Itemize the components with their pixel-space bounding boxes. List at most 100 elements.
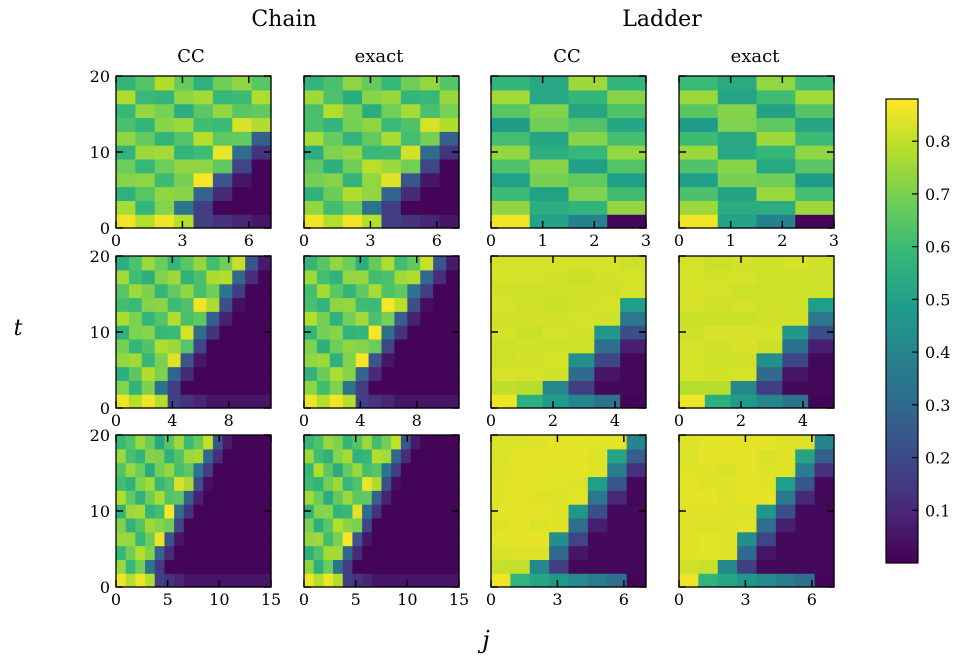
heatmap-cell	[167, 256, 182, 271]
heatmap-cell	[717, 448, 738, 464]
heatmap-cell	[439, 117, 460, 132]
heatmap-cell	[381, 352, 396, 368]
heatmap-cell	[135, 448, 146, 464]
heatmap-cell	[125, 476, 136, 491]
x-tick-label: 2	[548, 411, 558, 430]
heatmap-cell	[193, 394, 208, 409]
heatmap-cell	[568, 103, 608, 119]
heatmap-cell	[717, 531, 738, 547]
heatmap-cell	[355, 283, 370, 299]
heatmap-cell	[679, 352, 706, 368]
heatmap-cell	[491, 462, 511, 478]
heatmap-cell	[174, 145, 195, 160]
heatmap-cell	[323, 504, 334, 519]
heatmap-cell	[193, 504, 204, 519]
heatmap-cell	[342, 504, 354, 519]
heatmap-cell	[795, 573, 816, 588]
heatmap-cell	[333, 559, 344, 574]
heatmap-cell	[258, 338, 272, 354]
heatmap-cell	[342, 269, 357, 285]
heatmap-cell	[116, 380, 130, 395]
heatmap-cell	[362, 200, 383, 215]
heatmap-cell	[775, 490, 796, 505]
heatmap-cell	[232, 311, 246, 326]
heatmap-cell	[193, 366, 208, 381]
heatmap-cell	[167, 380, 182, 395]
heatmap-cell	[342, 145, 363, 160]
heatmap-cell	[814, 462, 835, 478]
heatmap-cell	[128, 338, 143, 354]
heatmap-cell	[679, 517, 699, 533]
x-tick-label: 0	[111, 590, 121, 609]
heatmap-cell	[698, 531, 719, 547]
heatmap-cell	[407, 338, 421, 354]
heatmap-cell	[756, 283, 783, 299]
x-axis-label: j	[477, 626, 490, 654]
heatmap-cell	[245, 297, 259, 312]
colorbar: 0.1 0.2 0.3 0.4 0.5 0.6 0.7 0.8	[885, 98, 950, 564]
heatmap-cell	[381, 325, 396, 340]
heatmap-cell	[568, 531, 589, 547]
heatmap-cell	[342, 435, 354, 450]
heatmap-cell	[167, 311, 182, 326]
heatmap-cell	[323, 476, 334, 491]
heatmap-cell	[251, 131, 272, 146]
heatmap-cell	[381, 476, 392, 491]
heatmap-cell	[355, 311, 370, 326]
heatmap-cell	[429, 573, 441, 588]
heatmap-cell	[704, 297, 732, 312]
heatmap-cell	[391, 531, 402, 547]
heatmap-cell	[116, 573, 127, 588]
heatmap-cell	[167, 352, 182, 368]
heatmap-cell	[342, 131, 363, 146]
heatmap-cell	[429, 517, 441, 533]
heatmap-cell	[362, 89, 383, 105]
heatmap-cell	[251, 103, 272, 119]
heatmap-cell	[135, 89, 156, 105]
heatmap-cell	[795, 117, 835, 132]
heatmap-cell	[154, 545, 166, 560]
heatmap-cell	[704, 366, 732, 381]
heatmap-cell	[261, 517, 272, 533]
heatmap-cell	[245, 352, 259, 368]
heatmap-cell	[164, 490, 175, 505]
heatmap-cell	[135, 117, 156, 132]
heatmap-cell	[730, 256, 758, 271]
heatmap-cell	[212, 435, 224, 450]
heatmap-cell	[342, 559, 354, 574]
heatmap-cell	[362, 559, 373, 574]
heatmap-cell	[368, 380, 383, 395]
heatmap-cell	[381, 89, 402, 105]
heatmap-cell	[620, 366, 647, 381]
heatmap-cell	[183, 559, 195, 574]
heatmap-cell	[549, 517, 570, 533]
heatmap-cell	[164, 504, 175, 519]
x-tick-label: 1	[726, 231, 736, 250]
heatmap-cell	[433, 311, 447, 326]
heatmap-cell	[145, 545, 156, 560]
heatmap-cell	[371, 545, 383, 560]
heatmap-cell	[439, 462, 450, 478]
heatmap-cell	[607, 490, 628, 505]
heatmap-cell	[232, 517, 243, 533]
heatmap-cell	[154, 325, 169, 340]
heatmap-cell	[251, 200, 272, 215]
x-tick-label: 0	[111, 411, 121, 430]
heatmap-cell	[626, 504, 647, 519]
heatmap-cell	[116, 297, 130, 312]
heatmap-cell	[587, 462, 608, 478]
heatmap-cell	[594, 338, 621, 354]
heatmap-cell	[154, 573, 166, 588]
heatmap-cell	[212, 200, 233, 215]
heatmap-cell	[219, 352, 233, 368]
heatmap-cell	[808, 380, 835, 395]
heatmap-cell	[316, 325, 331, 340]
heatmap-cell	[449, 462, 460, 478]
heatmap-cell	[128, 283, 143, 299]
heatmap-cell	[594, 269, 621, 285]
heatmap-cell	[212, 172, 233, 188]
heatmap-cell	[698, 448, 719, 464]
heatmap-cell	[439, 172, 460, 188]
heatmap-cell	[342, 283, 357, 299]
heatmap-cell	[420, 186, 441, 201]
